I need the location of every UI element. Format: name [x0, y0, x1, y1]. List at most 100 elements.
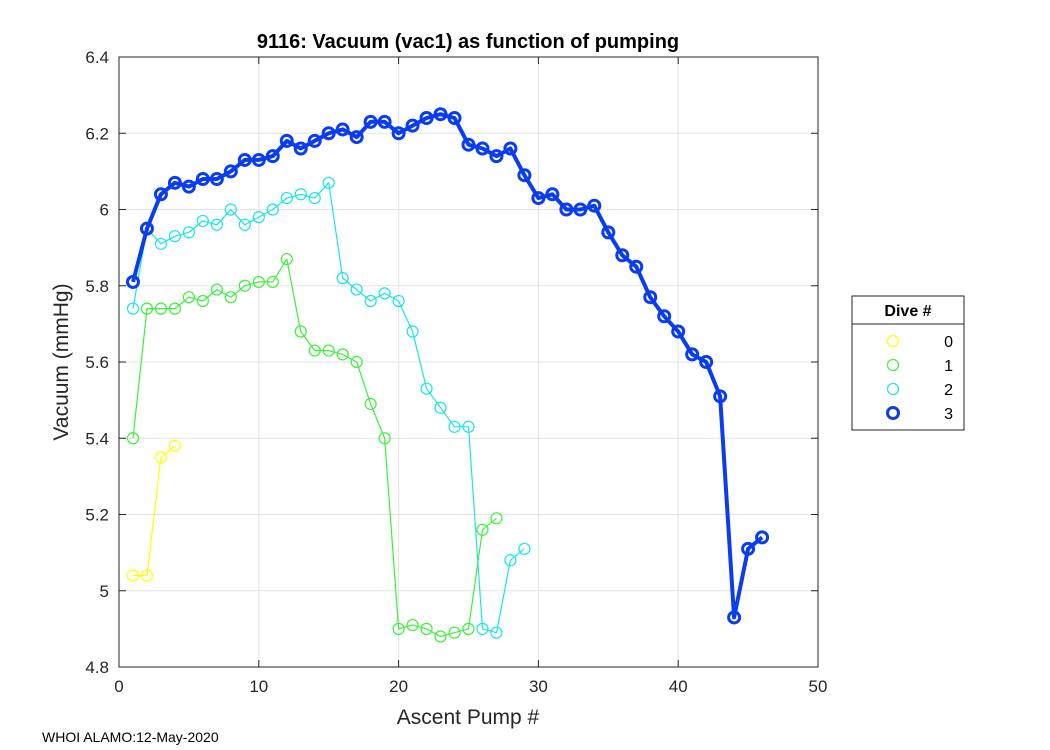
data-point: [461, 137, 476, 152]
data-point: [266, 275, 279, 289]
legend-item-dive-1: 1: [886, 358, 953, 375]
data-point: [448, 420, 461, 433]
data-point: [363, 114, 378, 129]
x-tick-label: 40: [669, 677, 688, 696]
data-point: [434, 401, 447, 414]
y-axis-label: Vacuum (mmHg): [50, 283, 73, 440]
legend-marker: [886, 334, 900, 348]
data-point: [545, 187, 560, 202]
data-point: [322, 176, 335, 189]
data-point: [559, 202, 574, 217]
data-point: [420, 382, 433, 395]
data-point: [587, 198, 602, 213]
data-point: [685, 347, 700, 362]
legend-item-dive-2: 2: [886, 382, 953, 399]
data-point: [140, 302, 154, 315]
data-point: [629, 259, 644, 274]
data-point: [293, 141, 308, 156]
data-point: [224, 291, 237, 304]
data-point: [154, 237, 168, 250]
data-point: [196, 294, 209, 308]
data-point: [279, 133, 294, 148]
footer-credit: WHOI ALAMO:12-May-2020: [42, 729, 219, 745]
data-point: [308, 344, 321, 357]
data-point: [126, 569, 140, 582]
chart-title: 9116: Vacuum (vac1) as function of pumpi…: [257, 31, 679, 53]
data-point: [154, 451, 168, 464]
series-dive-0: [126, 439, 182, 582]
data-point: [182, 291, 195, 304]
y-tick-label: 5.4: [85, 429, 109, 448]
data-point: [419, 111, 434, 125]
legend-label: 2: [944, 382, 953, 399]
data-point: [210, 218, 223, 231]
x-axis-ticks: 0 10 20 30 40 50: [114, 57, 827, 696]
data-point: [168, 230, 182, 243]
data-point: [475, 141, 490, 156]
data-point: [126, 302, 140, 315]
data-point: [168, 302, 182, 315]
data-point: [447, 111, 462, 125]
data-point: [476, 622, 489, 635]
data-point: [601, 225, 616, 240]
data-point: [531, 191, 546, 206]
y-tick-label: 5.8: [85, 277, 109, 296]
data-point: [462, 420, 475, 433]
data-point: [209, 172, 224, 186]
legend-marker: [886, 382, 900, 396]
data-point: [671, 324, 686, 339]
legend-label: 3: [944, 406, 953, 423]
data-point: [125, 274, 140, 289]
data-point: [280, 191, 293, 205]
series-dive-1: [126, 252, 503, 643]
y-tick-label: 5.2: [85, 506, 109, 525]
x-tick-label: 30: [529, 677, 548, 696]
legend-title: Dive #: [884, 303, 931, 320]
legend-items: 0 1 2 3: [886, 334, 953, 423]
data-point: [391, 126, 406, 141]
data-point: [322, 344, 335, 357]
y-tick-label: 5.6: [85, 353, 109, 372]
data-point: [294, 325, 307, 338]
y-tick-label: 6: [100, 201, 109, 220]
data-point: [237, 152, 252, 167]
data-point: [462, 622, 475, 635]
legend-item-dive-0: 0: [886, 334, 953, 351]
data-point: [238, 218, 251, 231]
data-point: [392, 622, 405, 635]
series-line-dive-1: [132, 258, 497, 638]
data-point: [181, 179, 196, 194]
x-axis-label: Ascent Pump #: [397, 706, 540, 729]
series-line-dive-0: [133, 445, 176, 577]
data-point: [167, 175, 182, 190]
data-point: [252, 275, 265, 289]
series-dive-2: [126, 176, 531, 639]
x-tick-label: 50: [809, 677, 828, 696]
data-point: [490, 512, 503, 525]
data-point: [294, 188, 307, 201]
data-point: [307, 133, 322, 148]
data-point: [504, 554, 517, 567]
data-point: [755, 530, 770, 545]
data-point: [265, 149, 280, 164]
data-point: [490, 626, 503, 639]
data-point: [643, 290, 658, 305]
data-point: [321, 126, 336, 141]
data-point: [406, 618, 419, 632]
legend-label: 0: [944, 334, 953, 351]
data-point: [153, 187, 168, 202]
data-point: [518, 542, 531, 555]
x-tick-label: 20: [389, 677, 408, 696]
data-point: [139, 221, 154, 236]
data-point: [335, 122, 350, 137]
data-point: [350, 355, 363, 369]
data-point: [195, 172, 210, 186]
data-point: [336, 348, 349, 361]
data-point: [252, 211, 265, 224]
data-point: [182, 226, 195, 239]
x-tick-label: 10: [249, 677, 268, 696]
data-point: [378, 432, 391, 445]
data-point: [364, 294, 377, 308]
data-point: [126, 432, 140, 445]
